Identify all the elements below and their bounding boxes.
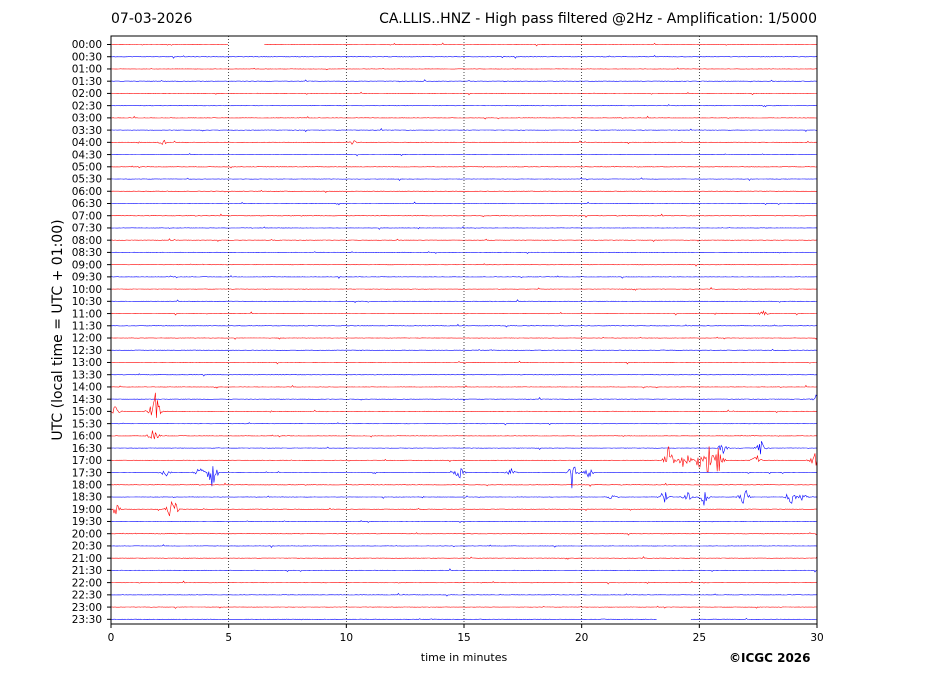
y-tick-label: 08:00 bbox=[72, 235, 102, 247]
y-tick-label: 23:30 bbox=[72, 614, 102, 626]
y-tick-label: 18:00 bbox=[72, 479, 102, 491]
trace-13:30 bbox=[111, 373, 818, 377]
y-tick-label: 06:30 bbox=[72, 198, 102, 210]
y-tick-label: 19:00 bbox=[72, 504, 102, 516]
trace-19:00 bbox=[110, 500, 818, 517]
trace-14:00 bbox=[111, 384, 818, 389]
y-tick-label: 03:30 bbox=[72, 125, 102, 137]
y-tick-label: 22:30 bbox=[72, 590, 102, 602]
y-tick-label: 12:00 bbox=[72, 333, 102, 345]
y-tick-label: 21:00 bbox=[72, 553, 102, 565]
trace-18:30 bbox=[110, 490, 818, 506]
trace-13:00 bbox=[110, 360, 818, 365]
x-tick-label: 10 bbox=[340, 632, 353, 644]
x-tick-label: 5 bbox=[225, 632, 232, 644]
trace-10:30 bbox=[110, 299, 818, 303]
y-tick-label: 07:30 bbox=[72, 223, 102, 235]
y-tick-label: 01:30 bbox=[72, 76, 102, 88]
y-tick-label: 10:30 bbox=[72, 296, 102, 308]
y-tick-label: 05:00 bbox=[72, 162, 102, 174]
chart-title: CA.LLIS..HNZ - High pass filtered @2Hz -… bbox=[379, 11, 817, 27]
y-tick-label: 11:00 bbox=[72, 308, 102, 320]
y-tick-label: 15:30 bbox=[72, 418, 102, 430]
y-tick-label: 17:00 bbox=[72, 455, 102, 467]
trace-12:30 bbox=[110, 348, 818, 352]
trace-19:30 bbox=[110, 520, 818, 524]
y-tick-label: 02:00 bbox=[72, 88, 102, 100]
trace-05:30 bbox=[111, 177, 818, 182]
y-tick-label: 14:00 bbox=[72, 382, 102, 394]
x-tick-label: 0 bbox=[108, 632, 115, 644]
y-tick-label: 15:00 bbox=[72, 406, 102, 418]
x-axis-label: time in minutes bbox=[420, 651, 508, 664]
x-tick-label: 15 bbox=[457, 632, 470, 644]
y-tick-label: 20:30 bbox=[72, 541, 102, 553]
y-tick-label: 08:30 bbox=[72, 247, 102, 259]
trace-11:30 bbox=[110, 323, 817, 328]
x-tick-label: 20 bbox=[575, 632, 588, 644]
y-tick-label: 01:00 bbox=[72, 64, 102, 76]
trace-03:30 bbox=[110, 128, 817, 133]
y-tick-label: 07:00 bbox=[72, 210, 102, 222]
y-tick-label: 23:00 bbox=[72, 602, 102, 614]
y-tick-label: 09:30 bbox=[72, 272, 102, 284]
trace-00:30 bbox=[110, 55, 818, 59]
trace-06:30 bbox=[110, 201, 818, 206]
y-tick-label: 04:30 bbox=[72, 149, 102, 161]
y-tick-label: 11:30 bbox=[72, 320, 102, 332]
trace-18:00 bbox=[110, 482, 817, 487]
record-date: 07-03-2026 bbox=[111, 11, 193, 27]
trace-06:00 bbox=[111, 189, 818, 193]
y-tick-label: 06:00 bbox=[72, 186, 102, 198]
y-tick-label: 03:00 bbox=[72, 113, 102, 125]
y-tick-label: 21:30 bbox=[72, 565, 102, 577]
y-tick-label: 16:00 bbox=[72, 431, 102, 443]
y-tick-label: 16:30 bbox=[72, 443, 102, 455]
y-tick-label: 12:30 bbox=[72, 345, 102, 357]
y-tick-label: 18:30 bbox=[72, 492, 102, 504]
trace-11:00 bbox=[110, 310, 818, 316]
y-tick-label: 13:30 bbox=[72, 369, 102, 381]
y-tick-label: 02:30 bbox=[72, 100, 102, 112]
y-tick-label: 17:30 bbox=[72, 467, 102, 479]
trace-23:30 bbox=[110, 617, 817, 621]
vertical-gridlines bbox=[228, 36, 700, 624]
y-tick-label: 19:30 bbox=[72, 516, 102, 528]
y-tick-label: 00:30 bbox=[72, 51, 102, 63]
y-tick-label: 22:00 bbox=[72, 577, 102, 589]
y-tick-label: 00:00 bbox=[72, 39, 102, 51]
x-tick-label: 30 bbox=[810, 632, 823, 644]
x-tick-label: 25 bbox=[693, 632, 706, 644]
y-tick-label: 04:00 bbox=[72, 137, 102, 149]
y-tick-label: 14:30 bbox=[72, 394, 102, 406]
y-tick-label: 20:00 bbox=[72, 528, 102, 540]
copyright-notice: ©ICGC 2026 bbox=[729, 651, 811, 665]
y-tick-label: 13:00 bbox=[72, 357, 102, 369]
trace-00:00 bbox=[110, 42, 818, 47]
y-tick-label: 10:00 bbox=[72, 284, 102, 296]
trace-17:00 bbox=[110, 446, 818, 473]
trace-05:00 bbox=[110, 165, 818, 169]
trace-12:00 bbox=[111, 336, 818, 340]
x-axis: 0 5 10 15 20 25 30 bbox=[108, 624, 824, 644]
trace-04:00 bbox=[110, 139, 818, 145]
y-tick-label: 09:00 bbox=[72, 259, 102, 271]
trace-16:00 bbox=[110, 430, 818, 440]
y-axis: 00:0000:3001:0001:3002:0002:3003:0003:30… bbox=[72, 39, 111, 626]
trace-07:00 bbox=[110, 213, 817, 218]
y-axis-label: UTC (local time = UTC + 01:00) bbox=[50, 219, 66, 441]
y-tick-label: 05:30 bbox=[72, 174, 102, 186]
trace-04:30 bbox=[111, 153, 817, 157]
trace-20:00 bbox=[110, 532, 818, 536]
